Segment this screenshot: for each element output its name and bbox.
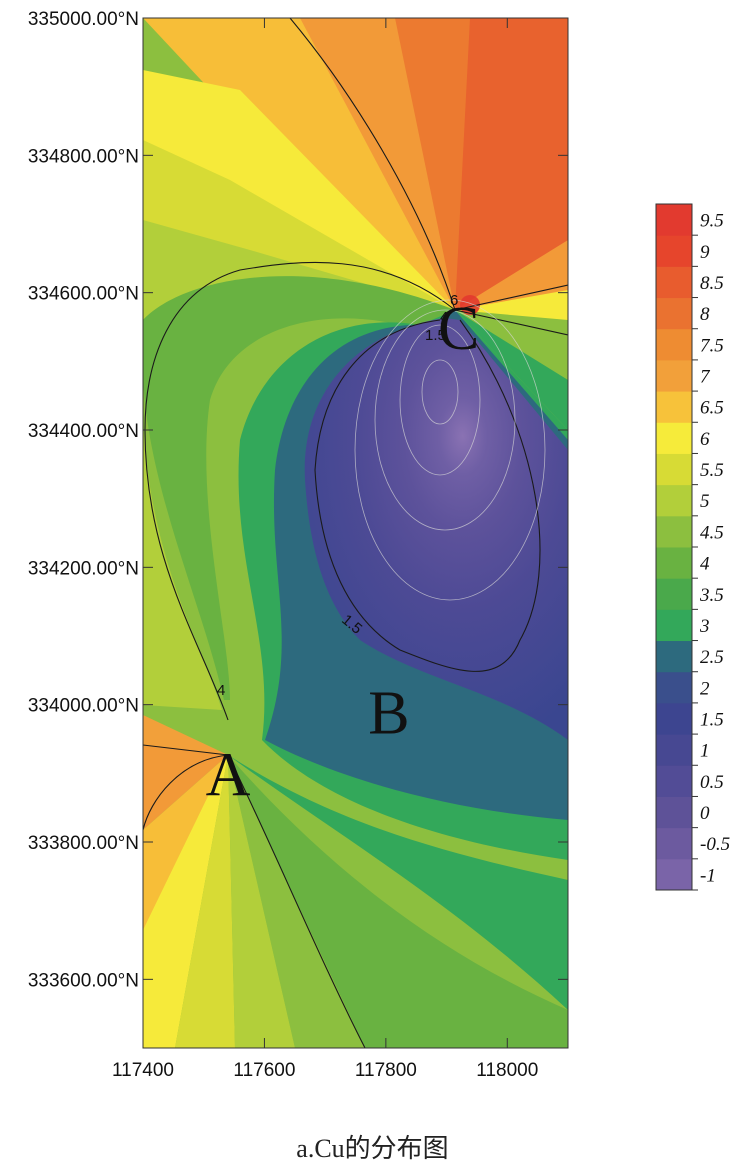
colorbar-swatch	[656, 640, 692, 673]
colorbar-label: 9.5	[700, 211, 724, 232]
y-tick-label: 335000.00°N	[28, 9, 139, 30]
colorbar-label: 3	[699, 616, 710, 637]
colorbar-swatch	[656, 827, 692, 860]
colorbar-label: -0.5	[700, 834, 730, 855]
colorbar-label: -1	[700, 865, 716, 886]
colorbar-label: 6	[700, 429, 710, 450]
colorbar-swatch	[656, 734, 692, 766]
colorbar-label: 4	[700, 554, 710, 575]
colorbar-swatch	[656, 547, 692, 579]
x-tick-label: 117600	[233, 1060, 295, 1081]
y-tick-label: 334400.00°N	[28, 421, 139, 442]
contour-label: 6	[450, 292, 458, 309]
colorbar-swatch	[656, 858, 692, 891]
colorbar-swatch	[656, 702, 692, 735]
colorbar-label: 6.5	[700, 398, 724, 419]
colorbar-swatch	[656, 796, 692, 829]
contour-label: 4	[217, 682, 225, 699]
point-markers: A B C	[206, 295, 480, 809]
colorbar-swatch	[656, 671, 692, 704]
colorbar-swatch	[656, 204, 692, 236]
colorbar-label: 9	[700, 242, 710, 263]
contour-label: 4	[440, 309, 448, 326]
colorbar-swatch	[656, 609, 692, 642]
colorbar-swatch	[656, 297, 692, 330]
x-tick-label: 117800	[355, 1060, 417, 1081]
y-tick-label: 334800.00°N	[28, 146, 139, 167]
colorbar-swatch	[656, 578, 692, 610]
contour-label: 1.5	[425, 327, 446, 344]
colorbar-label: 2.5	[700, 647, 724, 668]
colorbar-label: 8.5	[700, 273, 724, 294]
colorbar-swatch	[656, 453, 692, 486]
colorbar-label: 4.5	[700, 522, 724, 543]
x-tick-label: 117400	[112, 1060, 174, 1081]
colorbar-label: 1	[700, 741, 710, 762]
colorbar-label: 5	[700, 491, 710, 512]
colorbar-swatch	[656, 391, 692, 423]
y-tick-label: 334600.00°N	[28, 284, 139, 305]
colorbar-swatch	[656, 266, 692, 299]
colorbar-swatch	[656, 328, 692, 361]
x-axis: 117400 117600 117800 118000	[112, 18, 538, 1081]
colorbar-label: 7.5	[700, 335, 724, 356]
colorbar: -1 -0.5 0 0.5 1 1.5 2 2.5 3 3.5 4 4.5 5 5.5 6 6.5 7 7.5 8 8…	[655, 203, 730, 891]
y-tick-label: 333600.00°N	[28, 970, 139, 991]
plot-frame	[142, 17, 569, 1049]
colorbar-swatch	[656, 484, 692, 517]
colorbar-swatch	[656, 765, 692, 797]
y-tick-label: 334000.00°N	[28, 696, 139, 717]
colorbar-label: 8	[700, 304, 710, 325]
point-label-c: C	[438, 295, 479, 363]
colorbar-label: 0	[700, 803, 710, 824]
colorbar-label: 0.5	[700, 772, 724, 793]
figure-caption: a.Cu的分布图	[296, 1134, 449, 1163]
x-tick-label: 118000	[476, 1060, 538, 1081]
colorbar-swatch	[656, 235, 692, 267]
colorbar-label: 3.5	[699, 585, 724, 606]
point-label-a: A	[206, 741, 251, 809]
contour-field	[143, 18, 568, 1048]
colorbar-swatch	[656, 515, 692, 548]
point-label-b: B	[368, 680, 409, 748]
y-axis: 333600.00°N 333800.00°N 334000.00°N 334200.…	[28, 9, 568, 991]
colorbar-swatch	[656, 422, 692, 454]
colorbar-label: 5.5	[700, 460, 724, 481]
colorbar-label: 2	[700, 678, 710, 699]
y-tick-label: 333800.00°N	[28, 833, 139, 854]
y-tick-label: 334200.00°N	[28, 558, 139, 579]
colorbar-label: 7	[700, 367, 711, 388]
colorbar-label: 1.5	[700, 710, 724, 731]
colorbar-swatch	[656, 359, 692, 392]
